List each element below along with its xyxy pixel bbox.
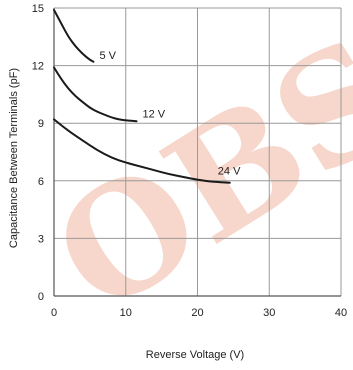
curves: 5 V 12 V 24 V [53, 8, 241, 184]
curve-label-5v: 5 V [99, 50, 116, 62]
x-tick-label: 20 [191, 307, 203, 319]
curve-12v [53, 66, 138, 123]
curve-24v [53, 118, 231, 184]
x-axis-label: Reverse Voltage (V) [146, 349, 244, 361]
y-tick-label: 12 [32, 61, 44, 73]
y-tick-label: 0 [38, 291, 44, 303]
y-tick-label: 9 [38, 118, 44, 130]
y-tick-label: 3 [38, 233, 44, 245]
y-axis-label: Capacitance Between Terminals (pF) [8, 68, 20, 248]
y-tick-label: 6 [38, 176, 44, 188]
x-tick-label: 40 [335, 307, 347, 319]
grid [53, 7, 342, 297]
curve-label-12v: 12 V [143, 108, 166, 120]
curve-label-24v: 24 V [218, 166, 241, 178]
x-tick-label: 30 [263, 307, 275, 319]
x-tick-label: 0 [51, 307, 57, 319]
x-tick-label: 10 [120, 307, 132, 319]
y-tick-label: 15 [32, 3, 44, 15]
tick-labels: 0 10 20 30 40 0 3 6 9 12 15 [32, 3, 347, 319]
curve-5v [53, 8, 95, 63]
